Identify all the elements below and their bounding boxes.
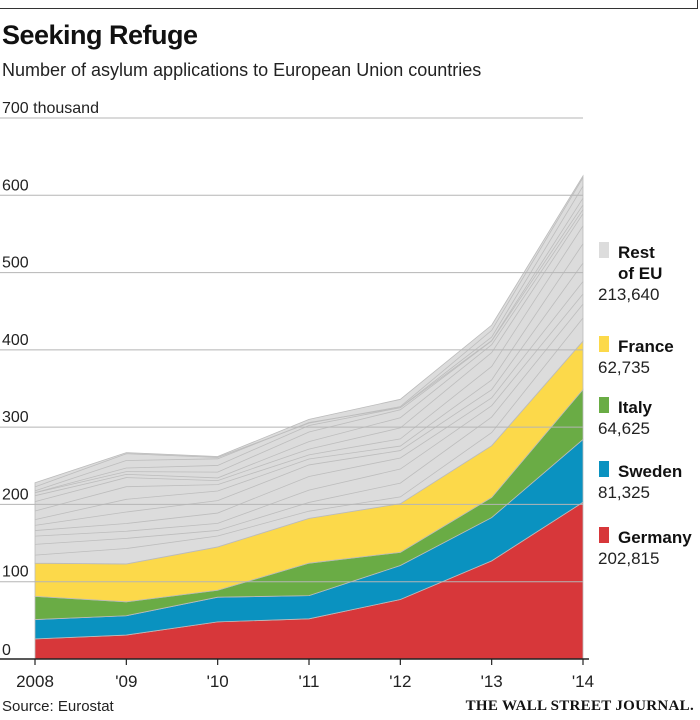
y-tick-label: 600: [2, 177, 29, 194]
x-tick-label: '14: [572, 672, 594, 691]
rest-of-eu-country-line: [34, 281, 584, 531]
x-tick-label: '09: [115, 672, 137, 691]
y-tick-label: 200: [2, 486, 29, 503]
legend-label: France: [618, 337, 674, 356]
rest-of-eu-country-line: [34, 213, 584, 502]
y-tick-label: 500: [2, 255, 29, 272]
source-note: Source: Eurostat: [2, 698, 114, 715]
legend-label: Sweden: [618, 462, 682, 481]
y-tick-label: 700 thousand: [2, 100, 99, 117]
chart-subtitle: Number of asylum applications to Europea…: [2, 60, 482, 80]
top-rule: [0, 8, 698, 9]
legend-value: 62,735: [598, 358, 650, 377]
x-tick-label: '10: [207, 672, 229, 691]
legend-item-germany: Germany 202,815: [598, 527, 692, 568]
rest-of-eu-country-line: [34, 185, 584, 492]
rest-of-eu-country-line: [34, 177, 584, 488]
y-tick-label: 400: [2, 332, 29, 349]
rest-of-eu-country-line: [34, 317, 584, 556]
publisher-logo: THE WALL STREET JOURNAL.: [465, 698, 694, 714]
legend-item-sweden: Sweden 81,325: [598, 461, 682, 502]
legend-item-france: France 62,735: [598, 336, 674, 377]
legend-value: 213,640: [598, 285, 659, 304]
x-tick-label: 2008: [16, 672, 54, 691]
y-tick-label: 300: [2, 409, 29, 426]
x-tick-label: '13: [481, 672, 503, 691]
legend-swatch: [599, 527, 609, 543]
legend-item-rest-of-eu: Rest of EU 213,640: [598, 242, 662, 304]
rest-of-eu-country-line: [34, 262, 584, 526]
x-tick-label: '11: [299, 672, 320, 691]
rest-of-eu-country-line: [34, 197, 584, 493]
legend-value: 81,325: [598, 483, 650, 502]
legend-swatch: [599, 336, 609, 352]
y-tick-label: 100: [2, 564, 29, 581]
y-tick-label: 0: [2, 642, 11, 659]
legend-swatch: [599, 461, 609, 477]
legend-swatch: [599, 397, 609, 413]
legend-swatch: [599, 242, 609, 258]
legend-item-italy: Italy 64,625: [598, 397, 653, 438]
top-rule-tick: [697, 0, 698, 9]
legend-value: 202,815: [598, 549, 659, 568]
x-tick-label: '12: [389, 672, 411, 691]
rest-of-eu-country-line: [34, 209, 584, 497]
legend-label: Italy: [618, 398, 653, 417]
chart-title: Seeking Refuge: [2, 20, 198, 50]
rest-of-eu-country-line: [34, 293, 584, 537]
legend-label: of EU: [618, 264, 662, 283]
legend-label: Rest: [618, 243, 655, 262]
legend-label: Germany: [618, 528, 692, 547]
rest-of-eu-country-line: [34, 243, 584, 521]
rest-of-eu-country-line: [34, 303, 584, 545]
legend-value: 64,625: [598, 419, 650, 438]
rest-of-eu-country-line: [34, 225, 584, 512]
